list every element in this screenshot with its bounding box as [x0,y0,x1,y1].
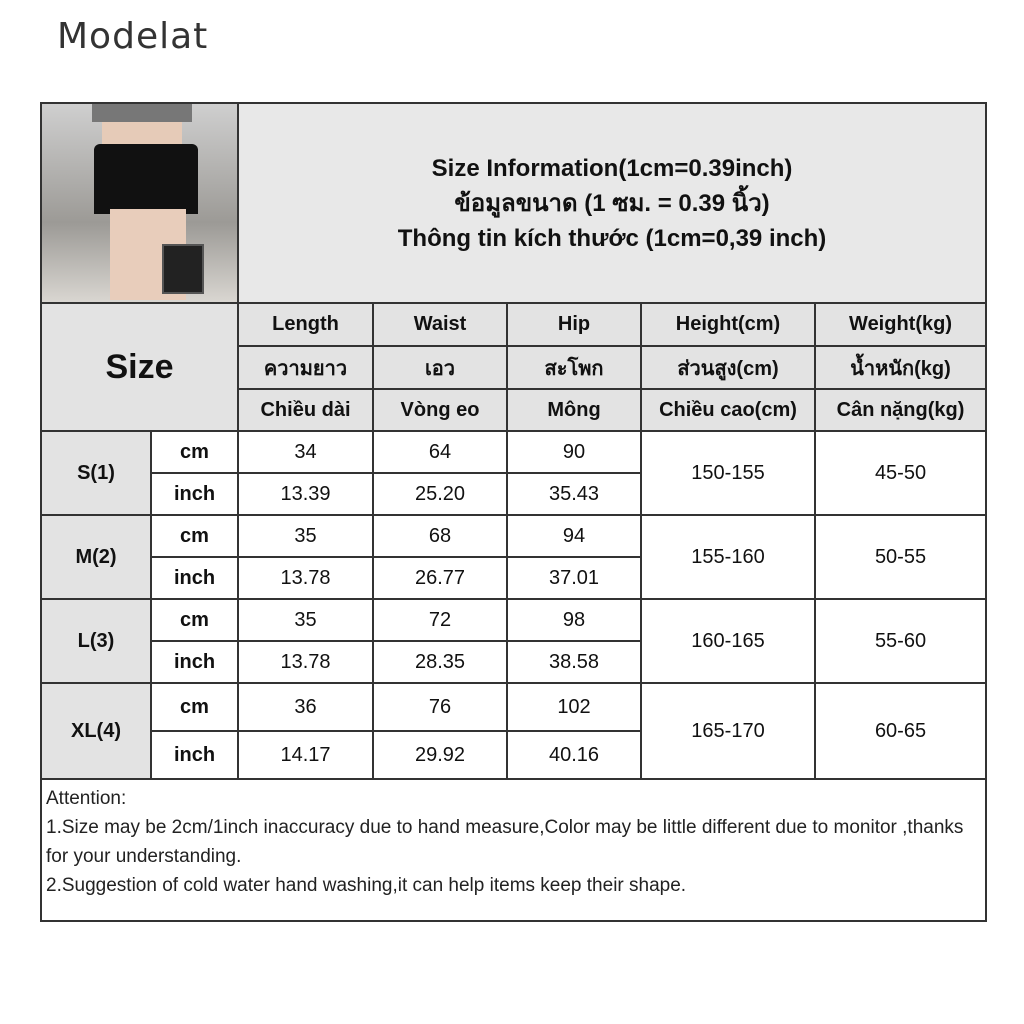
size-name: S(1) [40,430,152,516]
column-header: Weight(kg) [813,302,988,347]
measurement-cell: 90 [506,430,642,474]
size-chart-table: Size Information(1cm=0.39inch) ข้อมูลขนา… [39,102,988,922]
measurement-cell: 38.58 [506,640,642,684]
column-header: น้ำหนัก(kg) [813,345,988,390]
height-range: 160-165 [640,598,816,684]
measurement-cell: 35.43 [506,472,642,516]
table-row: inch 14.17 29.92 40.16 [41,730,986,780]
measurement-cell: 64 [372,430,508,474]
measurement-cell: 13.39 [237,472,374,516]
weight-range: 45-50 [813,430,988,516]
weight-range: 60-65 [813,682,988,780]
height-range: 150-155 [640,430,816,516]
measurement-cell: 40.16 [506,730,642,780]
column-header: Chiều dài [237,388,374,432]
table-row: S(1) cm 34 64 90 150-155 45-50 [40,430,988,516]
column-header: ส่วนสูง(cm) [640,345,816,390]
brand-logo: Modelat [57,16,209,57]
column-header: Waist [372,302,508,347]
column-header: เอว [372,345,508,390]
table-row: inch 13.39 25.20 35.43 [41,472,986,516]
unit-label: cm [150,430,239,474]
size-label: Size [40,302,239,432]
table-row: M(2) cm 35 68 94 155-160 50-55 [40,514,988,600]
size-name: XL(4) [40,682,152,780]
unit-label: cm [150,682,239,732]
column-header: Chiều cao(cm) [640,388,816,432]
column-header: ความยาว [237,345,374,390]
title-th: ข้อมูลขนาด (1 ซม. = 0.39 นิ้ว) [454,189,770,217]
measurement-cell: 14.17 [237,730,374,780]
measurement-cell: 26.77 [372,556,508,600]
height-range: 165-170 [640,682,816,780]
title-vi: Thông tin kích thước (1cm=0,39 inch) [397,224,827,252]
measurement-cell: 34 [237,430,374,474]
measurement-cell: 35 [237,514,374,558]
column-header: สะโพก [506,345,642,390]
measurement-cell: 98 [506,598,642,642]
measurement-cell: 28.35 [372,640,508,684]
table-row: XL(4) cm 36 76 102 165-170 60-65 [40,682,988,780]
attention-notes: Attention: 1.Size may be 2cm/1inch inacc… [39,778,988,922]
table-row: inch 13.78 28.35 38.58 [41,640,986,684]
unit-label: inch [150,730,239,780]
attention-heading: Attention: [46,788,127,809]
measurement-cell: 72 [372,598,508,642]
measurement-cell: 36 [237,682,374,732]
weight-range: 50-55 [813,514,988,600]
measurement-cell: 13.78 [237,556,374,600]
unit-label: inch [150,640,239,684]
column-header: Cân nặng(kg) [813,388,988,432]
unit-label: cm [150,514,239,558]
attention-note-2: 2.Suggestion of cold water hand washing,… [46,875,687,896]
measurement-cell: 37.01 [506,556,642,600]
unit-label: inch [150,556,239,600]
measurement-cell: 102 [506,682,642,732]
measurement-cell: 29.92 [372,730,508,780]
table-row: L(3) cm 35 72 98 160-165 55-60 [40,598,988,684]
column-header: Height(cm) [640,302,816,347]
title-en: Size Information(1cm=0.39inch) [431,154,793,182]
measurement-cell: 13.78 [237,640,374,684]
measurement-cell: 35 [237,598,374,642]
size-name: L(3) [40,598,152,684]
attention-note-1: 1.Size may be 2cm/1inch inaccuracy due t… [46,817,964,867]
column-header: Mông [506,388,642,432]
weight-range: 55-60 [813,598,988,684]
size-name: M(2) [40,514,152,600]
column-header: Length [237,302,374,347]
column-header: Vòng eo [372,388,508,432]
measurement-cell: 68 [372,514,508,558]
measurement-cell: 25.20 [372,472,508,516]
table-row: inch 13.78 26.77 37.01 [41,556,986,600]
measurement-cell: 94 [506,514,642,558]
measurement-cell: 76 [372,682,508,732]
column-header: Hip [506,302,642,347]
size-info-title: Size Information(1cm=0.39inch) ข้อมูลขนา… [236,102,988,304]
unit-label: inch [150,472,239,516]
unit-label: cm [150,598,239,642]
height-range: 155-160 [640,514,816,600]
product-photo [40,102,239,304]
